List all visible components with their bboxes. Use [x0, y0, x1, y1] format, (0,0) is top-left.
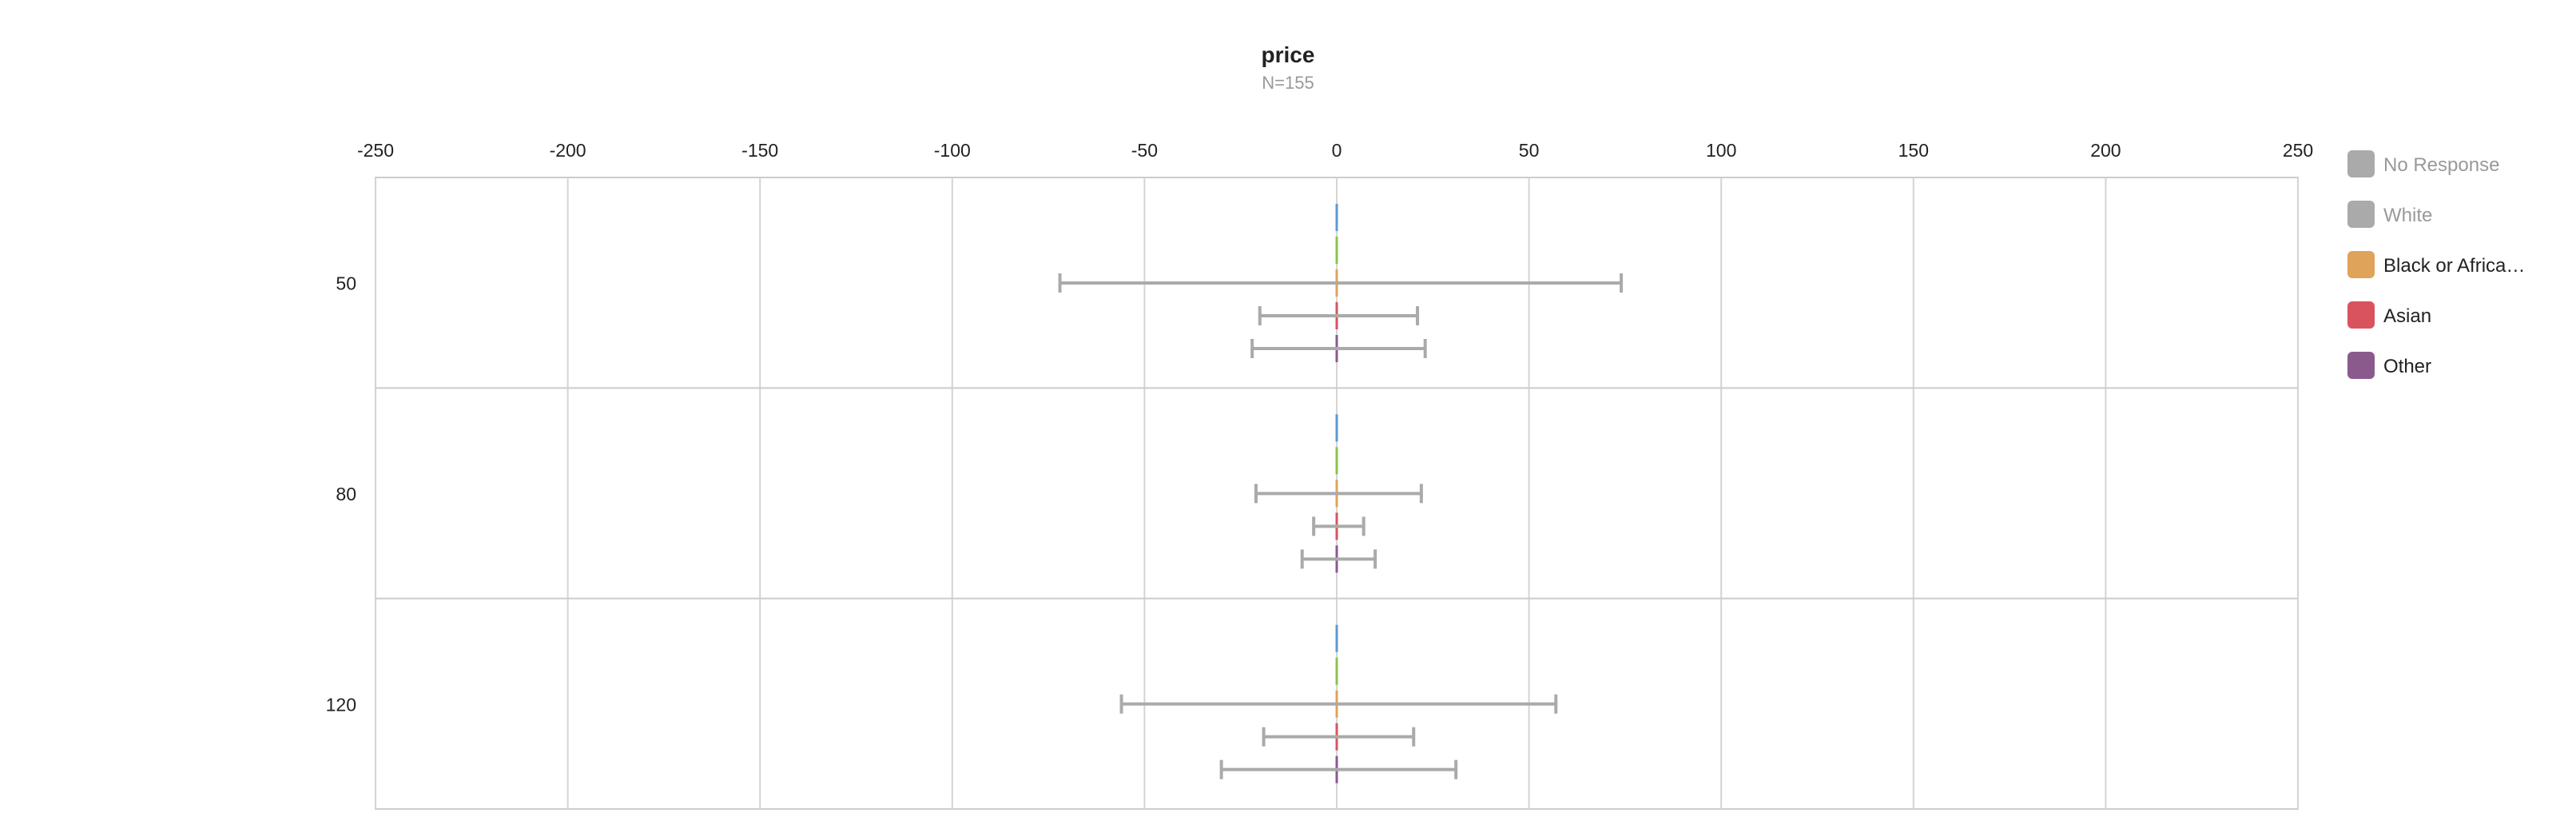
x-tick-label: 200: [2090, 140, 2121, 161]
y-category-label: 50: [336, 273, 356, 294]
error-bar: [1058, 273, 1624, 293]
error-bar: [1300, 549, 1377, 569]
x-tick-label: 250: [2283, 140, 2313, 161]
x-tick-label: 0: [1332, 140, 1342, 161]
y-category-label: 120: [326, 694, 356, 715]
y-axis-ticks: 50 80 120: [326, 273, 356, 715]
error-bar: [1219, 759, 1458, 779]
legend-item[interactable]: Other: [2347, 352, 2431, 379]
legend-item[interactable]: White: [2347, 201, 2432, 228]
legend-swatch: [2347, 352, 2375, 379]
x-tick-label: 100: [1706, 140, 1736, 161]
error-bar: [1250, 339, 1427, 358]
error-bar: [1312, 516, 1366, 536]
chart-subtitle: N=155: [1262, 73, 1314, 93]
x-axis-ticks: -250 -200 -150 -100 -50 0 50 100 150 200 250: [357, 140, 2313, 161]
legend-item[interactable]: Black or Africa…: [2347, 251, 2525, 278]
bar: [1335, 447, 1338, 475]
x-tick-label: 50: [1519, 140, 1540, 161]
chart-marks: [1058, 204, 1624, 783]
bar: [1335, 204, 1338, 231]
error-bar: [1258, 306, 1420, 325]
error-bar: [1119, 694, 1558, 714]
legend-label: No Response: [2383, 154, 2499, 176]
error-bar: [1262, 727, 1416, 747]
legend-swatch: [2347, 150, 2375, 177]
legend-label: Black or Africa…: [2383, 255, 2525, 277]
legend-swatch: [2347, 301, 2375, 329]
legend-label: White: [2383, 205, 2432, 226]
legend-swatch: [2347, 251, 2375, 278]
legend-item[interactable]: No Response: [2347, 150, 2499, 177]
x-tick-label: -50: [1131, 140, 1158, 161]
x-tick-label: 150: [1898, 140, 1929, 161]
bar: [1335, 414, 1338, 442]
x-tick-label: -150: [741, 140, 778, 161]
legend: No Response White Black or Africa… Asian Oth…: [2347, 150, 2525, 379]
legend-label: Asian: [2383, 305, 2431, 327]
bar: [1335, 657, 1338, 685]
x-tick-label: -100: [934, 140, 971, 161]
x-tick-label: -200: [550, 140, 586, 161]
chart-title: price: [1262, 42, 1315, 67]
legend-label: Other: [2383, 356, 2431, 377]
bar: [1335, 237, 1338, 264]
error-bar: [1254, 484, 1423, 504]
y-category-label: 80: [336, 484, 356, 504]
legend-item[interactable]: Asian: [2347, 301, 2431, 329]
bar: [1335, 624, 1338, 652]
grid: [375, 177, 2299, 810]
x-tick-label: -250: [357, 140, 394, 161]
legend-swatch: [2347, 201, 2375, 228]
